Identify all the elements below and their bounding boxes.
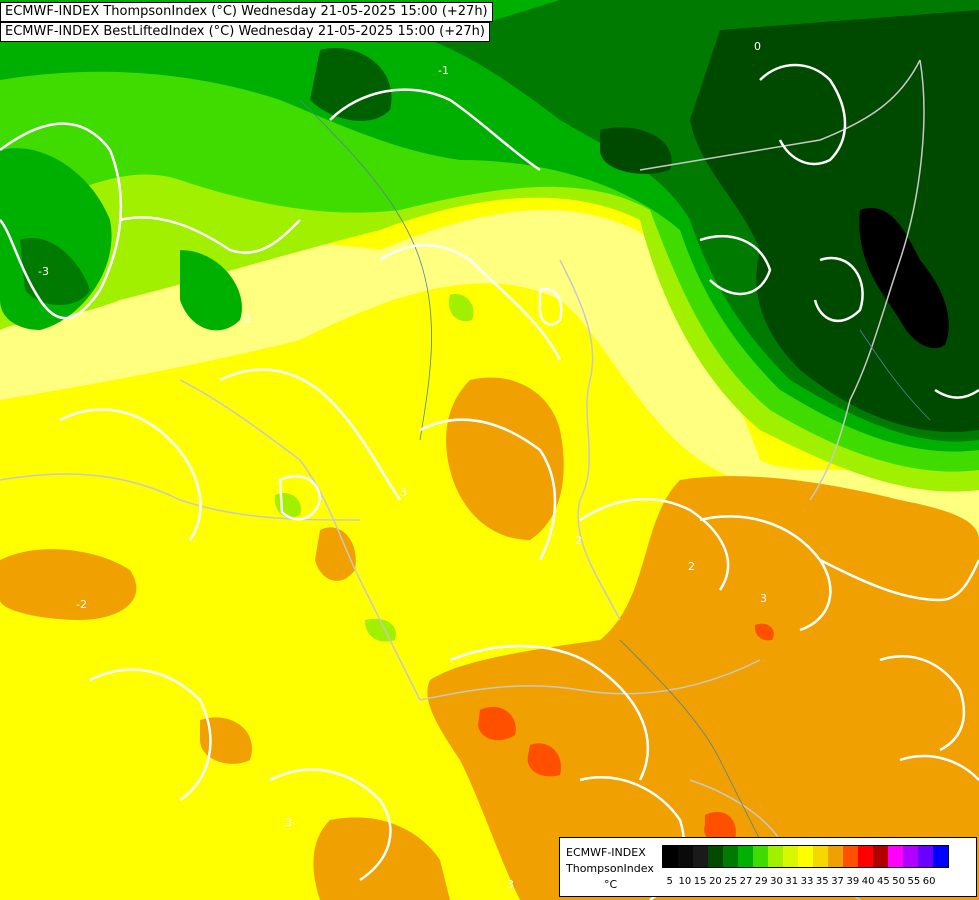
legend-swatch xyxy=(858,846,873,867)
legend-tick-label: 50 xyxy=(892,876,905,887)
legend-swatch xyxy=(723,846,738,867)
pale-yellow-region xyxy=(0,210,979,540)
legend-tick-label: 35 xyxy=(815,876,829,887)
orange-region-center xyxy=(446,377,564,540)
legend-tick-label: 29 xyxy=(754,876,768,887)
legend-title-index: ThompsonIndex xyxy=(566,862,654,875)
contour-labels: -3 -2 -1 0 2 2 -2 3 3 3 3 xyxy=(38,40,767,891)
contour-label: -2 xyxy=(76,598,87,611)
legend-tick-label: 5 xyxy=(666,876,673,887)
legend-swatch xyxy=(708,846,723,867)
orange-region-south-east xyxy=(427,476,979,900)
legend-tick-label: 33 xyxy=(800,876,814,887)
legend-swatches xyxy=(662,845,949,868)
legend-swatch xyxy=(798,846,813,867)
contour-lines xyxy=(0,63,979,900)
legend-title-model: ECMWF-INDEX xyxy=(566,846,646,859)
contour-label: 3 xyxy=(285,816,292,829)
orange-region-west xyxy=(0,549,137,620)
legend-tick-label: 37 xyxy=(831,876,844,887)
contour-label: 3 xyxy=(400,486,407,499)
legend-swatch xyxy=(843,846,858,867)
contour-label: -1 xyxy=(438,64,449,77)
dark-green-patch-ne xyxy=(600,127,672,174)
legend-swatch xyxy=(738,846,753,867)
legend-tick-label: 10 xyxy=(678,876,692,887)
legend-ticks: 5 10 15 20 25 27 29 30 31 33 35 37 39 40 45 50 55 60 xyxy=(662,876,937,887)
legend-tick-label: 39 xyxy=(846,876,860,887)
orange-patch-mid xyxy=(315,527,356,581)
legend-tick-label: 31 xyxy=(785,876,799,887)
legend-swatch xyxy=(783,846,798,867)
legend-tick-label: 27 xyxy=(739,876,753,887)
green-patch-mid-north xyxy=(449,294,474,322)
contour-label: 3 xyxy=(507,878,514,891)
legend-swatch xyxy=(813,846,828,867)
legend-swatch xyxy=(678,846,693,867)
red-orange-spot-3 xyxy=(754,623,774,641)
contour-label: 2 xyxy=(688,560,695,573)
contour-label: -3 xyxy=(38,265,49,278)
legend-tick-label: 20 xyxy=(709,876,722,887)
legend-swatch xyxy=(828,846,843,867)
legend-tick-label: 30 xyxy=(770,876,783,887)
contour-label: -2 xyxy=(240,312,251,325)
dark-green-patch-north xyxy=(310,48,392,121)
legend-swatch xyxy=(768,846,783,867)
red-orange-spot-1 xyxy=(478,706,516,741)
red-orange-spot-4 xyxy=(704,811,736,845)
legend-swatch xyxy=(918,846,933,867)
contour-label: 2 xyxy=(575,534,582,547)
legend-tick-label: 15 xyxy=(693,876,707,887)
legend-swatch xyxy=(888,846,903,867)
legend-swatch xyxy=(933,846,948,867)
legend-tick-label: 45 xyxy=(876,876,890,887)
legend-tick-label: 60 xyxy=(922,876,936,887)
legend-swatch xyxy=(753,846,768,867)
map-title-line-1: ECMWF-INDEX ThompsonIndex (°C) Wednesday… xyxy=(0,2,493,22)
legend-swatch xyxy=(873,846,888,867)
mid-green-patch-west xyxy=(20,238,90,305)
black-core-region xyxy=(859,208,949,349)
contour-label: 0 xyxy=(754,40,761,53)
orange-patch-lower-left xyxy=(200,717,252,764)
legend-tick-label: 55 xyxy=(907,876,921,887)
contour-label: 3 xyxy=(760,592,767,605)
color-legend: ECMWF-INDEX ThompsonIndex °C 5 10 15 20 25 27… xyxy=(559,837,977,897)
map-title-line-2: ECMWF-INDEX BestLiftedIndex (°C) Wednesd… xyxy=(0,22,490,42)
legend-swatch xyxy=(903,846,918,867)
red-orange-spot-2 xyxy=(527,743,561,777)
green-patch-sw xyxy=(180,250,242,331)
legend-unit: °C xyxy=(604,878,618,891)
legend-tick-label: 25 xyxy=(724,876,738,887)
legend-swatch xyxy=(663,846,678,867)
legend-tick-label: 40 xyxy=(861,876,875,887)
legend-swatch xyxy=(693,846,708,867)
